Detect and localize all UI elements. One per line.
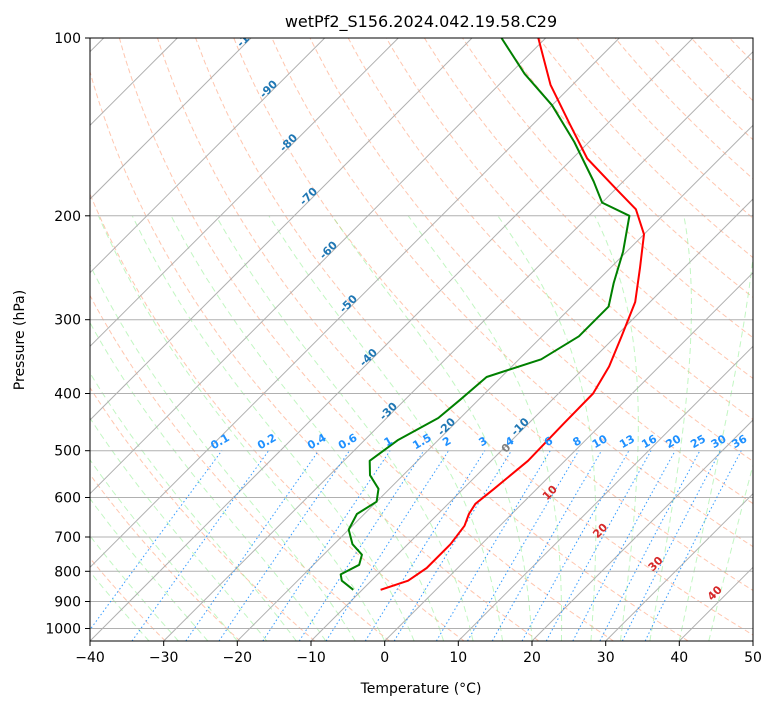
- moist-adiabat: [170, 215, 445, 641]
- isotherm: [531, 419, 753, 641]
- moist-adiabat: [215, 215, 474, 641]
- mixing-ratio-line: [262, 450, 391, 641]
- mixing-ratio-line: [621, 450, 721, 641]
- mixing-ratio-line: [364, 450, 486, 641]
- mixing-ratio-line: [393, 450, 512, 641]
- y-tick-label: 600: [54, 491, 81, 507]
- y-tick-label: 100: [54, 31, 81, 47]
- x-tick-label: 10: [449, 650, 467, 666]
- moist-adiabat: [331, 215, 533, 641]
- y-tick-label: 800: [54, 564, 81, 580]
- moist-adiabat: [98, 215, 386, 641]
- mixing-ratio-line: [218, 450, 350, 641]
- dry-adiabat: [90, 386, 316, 641]
- y-tick-label: 1000: [45, 622, 81, 638]
- isotherm: [605, 492, 753, 641]
- x-tick-label: 40: [670, 650, 688, 666]
- isotherm: [236, 124, 753, 641]
- y-tick-label: 300: [54, 313, 81, 329]
- dry-adiabat-label: -100: [234, 21, 263, 50]
- dry-adiabat: [90, 557, 166, 641]
- mixing-ratio-line: [185, 450, 320, 641]
- dry-adiabat: [90, 70, 540, 641]
- moist-adiabat: [90, 458, 238, 641]
- dry-adiabat: [233, 38, 753, 592]
- dry-adiabat: [90, 192, 465, 641]
- x-tick-label: −30: [149, 650, 179, 666]
- isotherm: [90, 38, 326, 274]
- y-tick-label: 400: [54, 387, 81, 403]
- isotherm: [90, 38, 473, 421]
- moist-adiabat: [131, 215, 415, 641]
- x-tick-label: 0: [380, 650, 389, 666]
- y-tick-label: 900: [54, 595, 81, 611]
- isotherm: [310, 198, 753, 641]
- mixing-ratio-line: [545, 450, 652, 641]
- mixing-ratio-line: [298, 450, 425, 641]
- y-tick-label: 700: [54, 530, 81, 546]
- x-tick-label: 20: [523, 650, 541, 666]
- isotherm: [384, 271, 753, 641]
- moist-adiabat: [90, 497, 209, 641]
- plot-frame: [89, 37, 754, 642]
- dry-adiabat: [347, 38, 753, 462]
- x-tick-label: −40: [75, 650, 105, 666]
- dry-adiabat: [423, 38, 753, 380]
- mixing-ratio-line: [491, 450, 602, 641]
- isotherm: [90, 38, 252, 200]
- mixing-ratio-line: [644, 450, 742, 641]
- moist-adiabat: [90, 263, 356, 641]
- isotherm: [90, 38, 694, 641]
- mixing-ratio-line: [131, 450, 270, 641]
- x-tick-label: −20: [223, 650, 253, 666]
- dry-adiabat: [118, 38, 614, 641]
- dry-adiabat: [90, 294, 390, 641]
- isotherm: [90, 38, 547, 495]
- moist-adiabat: [90, 321, 327, 641]
- dry-adiabat: [90, 473, 241, 641]
- y-tick-label: 500: [54, 444, 81, 460]
- axes: −40 −30 −20 −10 0 10 20 30 40 50 100 200 300 400 500 60…: [45, 31, 762, 666]
- x-tick-label: 30: [597, 650, 615, 666]
- dry-adiabat: [271, 38, 753, 548]
- moist-adiabat: [497, 215, 597, 641]
- dewpoint-profile: [339, 38, 631, 591]
- moist-adiabat: [678, 253, 753, 641]
- chart-title: wetPf2_S156.2024.042.19.58.C29: [285, 12, 557, 32]
- plot-area: [90, 38, 753, 641]
- y-tick-label: 200: [54, 209, 81, 225]
- x-tick-label: 50: [744, 650, 762, 666]
- temperature-profile: [380, 38, 645, 591]
- x-tick-label: −10: [296, 650, 326, 666]
- moist-adiabat: [594, 215, 639, 641]
- isotherm: [163, 50, 753, 641]
- x-axis-label: Temperature (°C): [360, 681, 482, 697]
- moist-adiabat: [268, 215, 503, 641]
- moist-adiabat: [90, 372, 297, 641]
- dry-adiabat: [157, 38, 689, 641]
- dry-adiabat: [462, 38, 753, 339]
- moist-adiabat: [649, 215, 692, 641]
- mixing-ratio-line: [325, 450, 450, 641]
- mixing-ratio-line: [90, 450, 223, 631]
- isotherm: [90, 38, 620, 569]
- moist-adiabat: [90, 417, 268, 641]
- isotherm: [457, 345, 753, 641]
- y-axis-label: Pressure (hPa): [12, 290, 28, 390]
- mixing-ratio-line: [521, 450, 630, 641]
- moist-adiabat: [407, 215, 563, 641]
- isotherm: [90, 38, 399, 348]
